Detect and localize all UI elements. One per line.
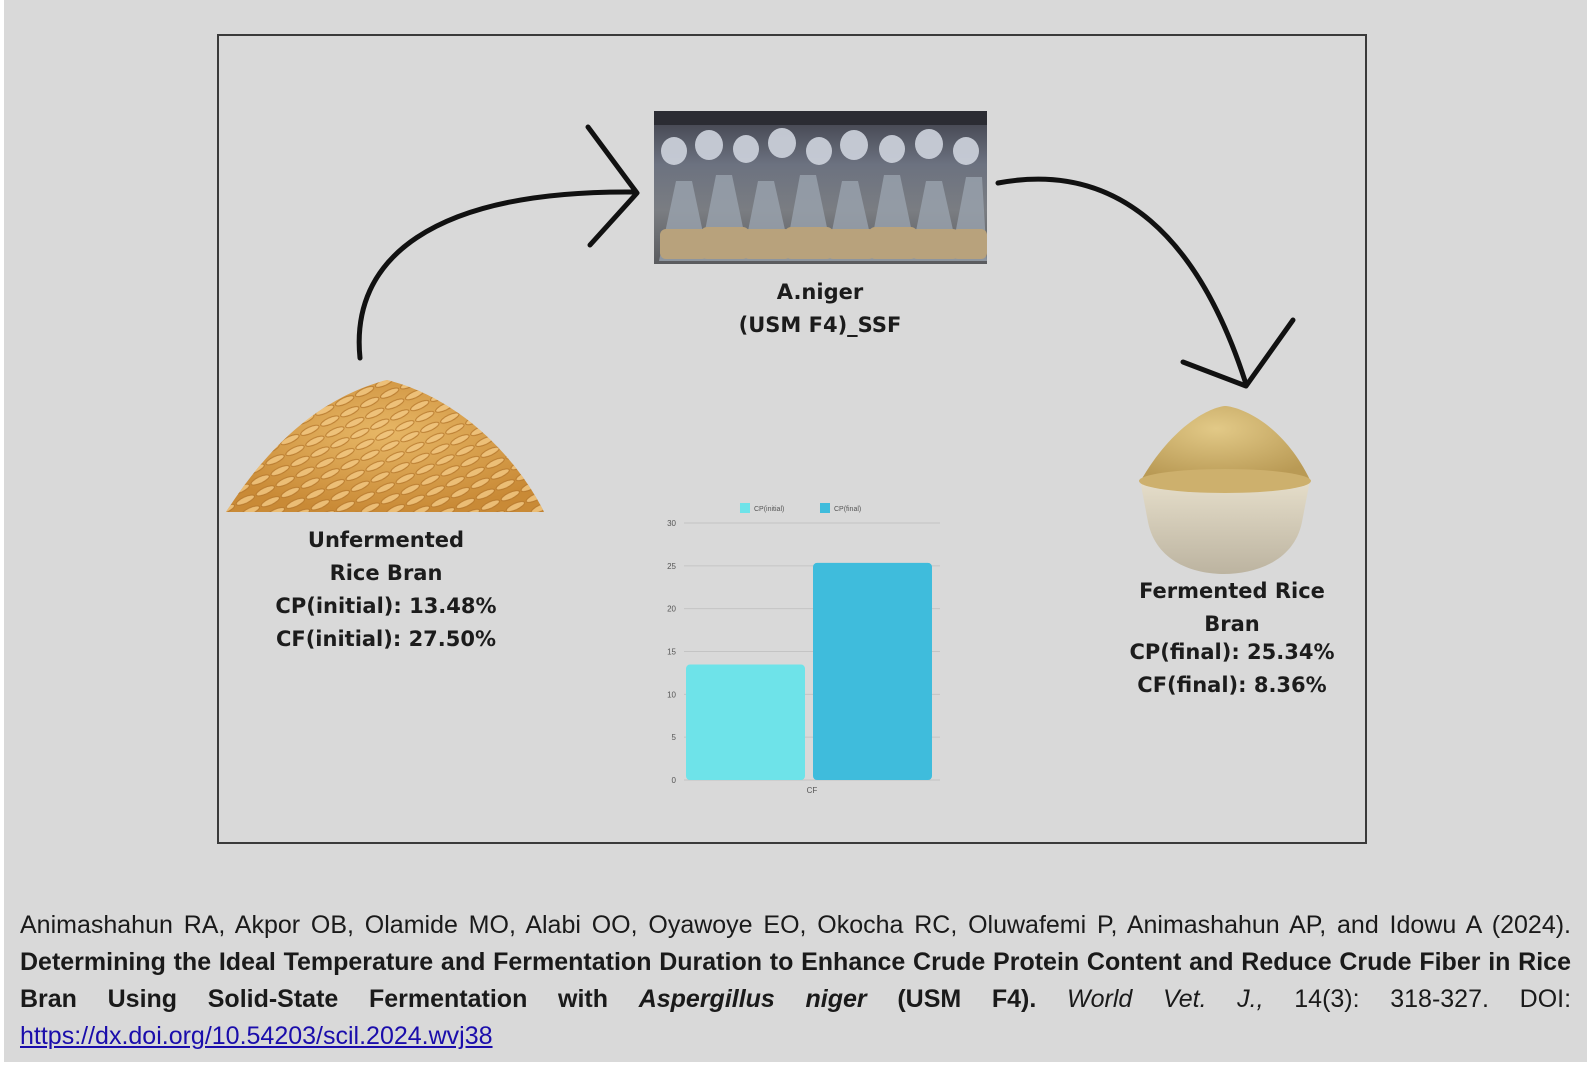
caption-strain: (USM F4).: [897, 985, 1037, 1013]
cp-initial: CP(initial): 13.48%: [275, 594, 497, 618]
bar-cpinitial: [686, 664, 805, 780]
y-tick-label: 15: [667, 648, 676, 657]
x-tick-label: CF: [807, 786, 818, 795]
flow-arrows: [356, 124, 1296, 389]
bar-cpfinal: [813, 562, 932, 780]
arrowhead-left: [585, 124, 640, 248]
y-tick-label: 5: [672, 733, 677, 742]
cf-initial: CF(initial): 27.50%: [275, 627, 497, 651]
y-tick-label: 20: [667, 605, 676, 614]
figure-caption: Animashahun RA, Akpor OB, Olamide MO, Al…: [4, 879, 1587, 1062]
fermentation-method: (USM F4)_SSF: [738, 313, 902, 337]
y-tick-label: 30: [667, 519, 676, 528]
caption-journal: World Vet. J.,: [1067, 985, 1264, 1013]
cp-final: CP(final): 25.34%: [1129, 640, 1335, 664]
caption-title: Determining the Ideal Temperature and Fe…: [20, 948, 1571, 1013]
legend-swatch: [740, 503, 750, 513]
fermented-label: Fermented Rice Bran CP(final): 25.34% CF…: [1082, 575, 1382, 702]
unfermented-title-2: Rice Bran: [329, 561, 443, 585]
doi-link[interactable]: https://dx.doi.org/10.54203/scil.2024.wv…: [20, 1022, 493, 1050]
fermented-title-1: Fermented Rice: [1139, 579, 1325, 603]
fermented-title-2: Bran: [1204, 612, 1260, 636]
caption-doi-label: DOI:: [1519, 985, 1572, 1013]
fermentation-label: A.niger (USM F4)_SSF: [660, 276, 980, 342]
fermentation-flasks-photo: [654, 111, 987, 264]
arrow-to-fermentation: [356, 189, 638, 361]
organism-name: A.niger: [776, 280, 864, 304]
y-tick-label: 0: [672, 776, 677, 785]
unfermented-label: Unfermented Rice Bran CP(initial): 13.48…: [236, 524, 536, 656]
legend-label: CP(initial): [754, 506, 784, 513]
fermented-rice-bran-image: [1139, 406, 1311, 574]
protein-bar-chart: 0 5 10 15 20 25 30 CP(initial) CP(final) CF: [667, 503, 940, 795]
arrowhead-right: [1180, 317, 1296, 389]
y-tick-label: 10: [667, 690, 676, 699]
unfermented-title-1: Unfermented: [307, 528, 465, 552]
caption-pages: 14(3): 318-327.: [1294, 985, 1489, 1013]
caption-species: Aspergillus niger: [638, 985, 867, 1013]
legend-label: CP(final): [834, 506, 861, 513]
arrow-to-fermented: [995, 176, 1249, 387]
legend-swatch: [820, 503, 830, 513]
y-tick-label: 25: [667, 562, 676, 571]
unfermented-rice-bran-image: [226, 380, 544, 512]
caption-authors: Animashahun RA, Akpor OB, Olamide MO, Al…: [20, 911, 1571, 939]
diagram-frame: [217, 34, 1367, 844]
cf-final: CF(final): 8.36%: [1137, 673, 1327, 697]
